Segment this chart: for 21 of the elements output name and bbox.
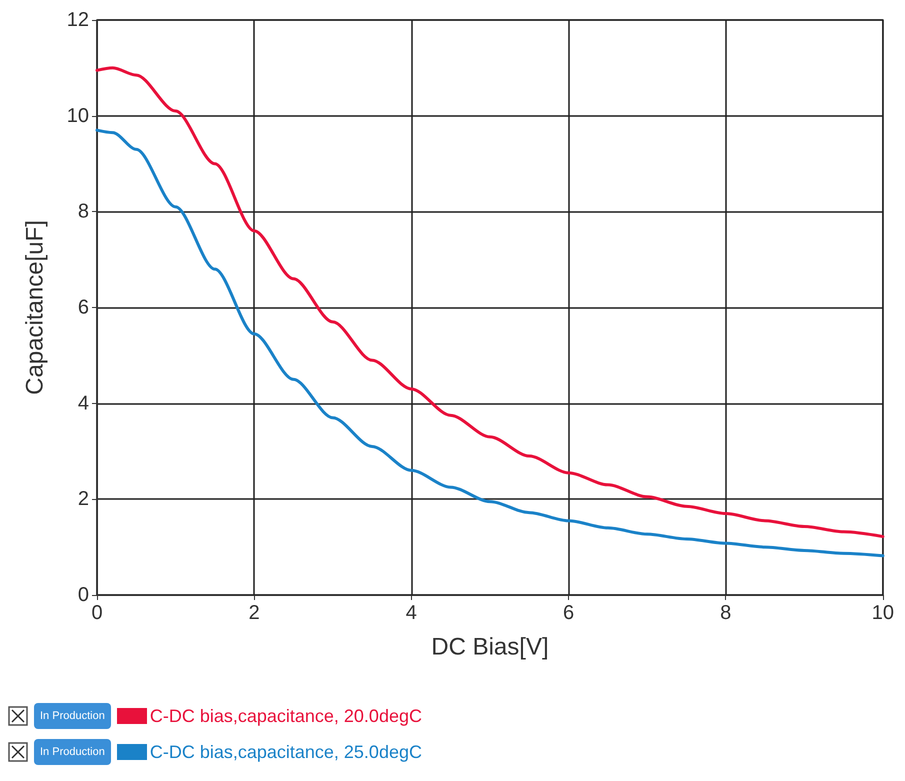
y-tick-label: 0 — [78, 584, 89, 606]
y-tick-label: 12 — [66, 9, 89, 31]
y-tick-label: 8 — [78, 200, 89, 223]
line-series — [96, 128, 884, 558]
y-tick-label: 2 — [78, 488, 89, 510]
x-tick-label: 4 — [406, 602, 417, 624]
y-axis-title: Capacitance[uF] — [22, 220, 48, 395]
x-axis-title: DC Bias[V] — [431, 634, 549, 660]
line-series — [96, 66, 884, 538]
x-tick-label: 0 — [91, 602, 103, 624]
x-tick-label: 6 — [562, 602, 574, 624]
text: In Production — [34, 703, 111, 729]
y-tick-label: 10 — [66, 104, 89, 127]
x-tick-label: 10 — [872, 602, 894, 624]
y-tick-label: 6 — [78, 296, 89, 318]
x-tick-label: 2 — [248, 602, 260, 624]
legend-label: C-DC bias,capacitance, 20.0degC — [150, 706, 422, 726]
y-tick-label: 4 — [78, 392, 89, 414]
legend-label: C-DC bias,capacitance, 25.0degC — [150, 742, 422, 762]
x-tick-label: 8 — [720, 602, 732, 624]
text: In Production — [34, 739, 111, 765]
